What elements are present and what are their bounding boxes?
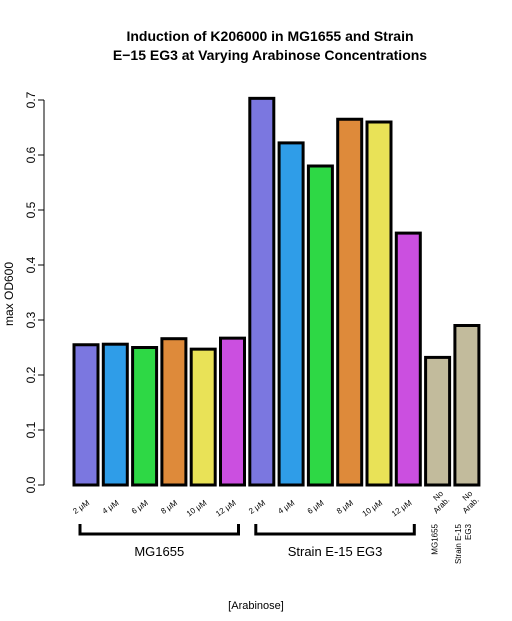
y-tick-label: 0.3: [24, 311, 38, 328]
bar: [160, 337, 188, 487]
category-label: 6 μM: [306, 498, 326, 516]
category-label: 10 μM: [185, 498, 209, 518]
category-labels: 2 μM 4 μM 6 μM 8 μM 10 μM 12 μM 2 μM 4 μM 6 μM 8 …: [71, 489, 481, 519]
category-label: NoArab.: [425, 489, 452, 516]
bar: [131, 346, 159, 487]
control-strain-label-part: MG1655: [431, 523, 440, 554]
bar: [277, 141, 305, 487]
bar: [72, 343, 100, 487]
group-bracket: [78, 524, 240, 536]
control-strain-label: Strain E-15EG3: [454, 523, 473, 564]
bar: [101, 342, 129, 487]
bar-series: [72, 96, 481, 487]
bar: [424, 355, 452, 487]
group-label: Strain E-15 EG3: [288, 544, 383, 559]
category-label: 12 μM: [214, 498, 238, 518]
y-tick-label: 0.1: [24, 421, 38, 438]
category-label: 4 μM: [276, 498, 296, 516]
bar: [219, 336, 246, 487]
y-tick-label: 0.5: [24, 201, 38, 218]
category-label: 12 μM: [390, 498, 414, 518]
chart-title-line-2: E−15 EG3 at Varying Arabinose Concentrat…: [113, 47, 427, 63]
category-label: NoArab.: [454, 489, 481, 516]
bar: [365, 120, 393, 487]
category-label: 10 μM: [361, 498, 385, 518]
category-label: 2 μM: [71, 498, 91, 516]
category-label: 2 μM: [247, 498, 267, 516]
control-strain-label: MG1655: [431, 523, 440, 554]
y-tick-label: 0.6: [24, 146, 38, 163]
y-axis-label: max OD600: [2, 262, 16, 326]
group-label: MG1655: [134, 544, 184, 559]
bar: [248, 96, 276, 487]
y-tick-label: 0.0: [24, 476, 38, 493]
bar: [453, 324, 481, 487]
bar: [394, 231, 422, 487]
group-bracket: [254, 524, 416, 536]
y-tick-label: 0.2: [24, 366, 38, 383]
chart-title-line-1: Induction of K206000 in MG1655 and Strai…: [126, 28, 413, 44]
bar: [336, 117, 364, 487]
x-axis-label: [Arabinose]: [228, 600, 284, 612]
category-label: 4 μM: [101, 498, 121, 516]
category-label: 6 μM: [130, 498, 150, 516]
bar: [189, 347, 217, 487]
y-tick-label: 0.4: [24, 256, 38, 273]
group-brackets: MG1655 Strain E-15 EG3 MG1655 Strain E-15EG…: [78, 523, 473, 564]
control-strain-label-part: EG3: [464, 523, 473, 540]
bar: [306, 164, 334, 487]
control-strain-label-part: Strain E-15: [454, 523, 463, 564]
y-tick-label: 0.7: [24, 91, 38, 108]
category-label: 8 μM: [159, 498, 179, 516]
y-axis: 0.0 0.1 0.2 0.3 0.4 0.5 0.6 0.7: [24, 91, 45, 493]
category-label: 8 μM: [335, 498, 355, 516]
